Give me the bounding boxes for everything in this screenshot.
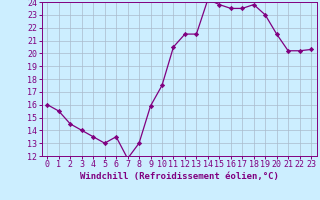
X-axis label: Windchill (Refroidissement éolien,°C): Windchill (Refroidissement éolien,°C) bbox=[80, 172, 279, 181]
